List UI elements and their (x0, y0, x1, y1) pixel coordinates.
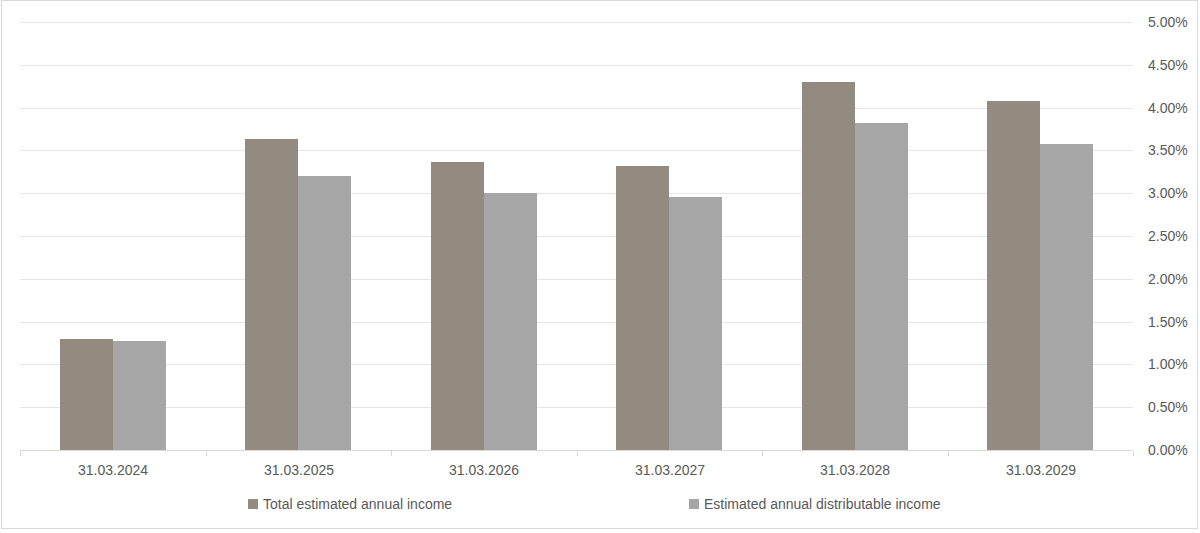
gridline (20, 65, 1133, 66)
y-axis-label: 3.00% (1148, 184, 1188, 202)
bar (1040, 144, 1093, 450)
y-axis-label: 3.50% (1148, 141, 1188, 159)
chart-page: { "chart_data": { "type": "bar", "title"… (0, 0, 1200, 533)
bar (802, 82, 855, 450)
y-axis-label: 5.00% (1148, 13, 1188, 31)
legend-label-distributable-income: Estimated annual distributable income (704, 496, 941, 512)
bar (855, 123, 908, 450)
legend-item-total-income: Total estimated annual income (248, 495, 452, 513)
gridline (20, 364, 1133, 365)
x-axis-label: 31.03.2025 (206, 461, 392, 479)
gridline (20, 236, 1133, 237)
bar (298, 176, 351, 450)
x-axis-tick (948, 451, 949, 456)
bar (60, 339, 113, 450)
y-axis-label: 0.00% (1148, 441, 1188, 459)
legend-swatch-distributable-income (689, 499, 699, 509)
y-axis-label: 2.50% (1148, 227, 1188, 245)
x-axis-label: 31.03.2027 (577, 461, 763, 479)
legend-swatch-total-income (248, 499, 258, 509)
x-axis-tick (391, 451, 392, 456)
legend-label-total-income: Total estimated annual income (263, 496, 452, 512)
gridline (20, 193, 1133, 194)
x-axis-label: 31.03.2024 (20, 461, 206, 479)
gridline (20, 22, 1133, 23)
bar (987, 101, 1040, 450)
gridline (20, 150, 1133, 151)
gridline (20, 407, 1133, 408)
x-axis-tick (762, 451, 763, 456)
bar (245, 139, 298, 450)
y-axis-label: 0.50% (1148, 398, 1188, 416)
bar (484, 193, 537, 450)
x-axis-tick (20, 451, 21, 456)
legend-item-distributable-income: Estimated annual distributable income (689, 495, 941, 513)
x-axis-label: 31.03.2028 (762, 461, 948, 479)
bar (616, 166, 669, 450)
y-axis-label: 4.50% (1148, 56, 1188, 74)
gridline (20, 322, 1133, 323)
x-axis-label: 31.03.2029 (948, 461, 1134, 479)
x-axis-tick (577, 451, 578, 456)
x-axis-tick (1133, 451, 1134, 456)
bar (113, 341, 166, 450)
x-axis-label: 31.03.2026 (391, 461, 577, 479)
y-axis-label: 4.00% (1148, 99, 1188, 117)
x-axis-tick (206, 451, 207, 456)
y-axis-label: 1.50% (1148, 313, 1188, 331)
gridline (20, 279, 1133, 280)
bar (431, 162, 484, 450)
gridline (20, 108, 1133, 109)
y-axis-label: 1.00% (1148, 355, 1188, 373)
y-axis-label: 2.00% (1148, 270, 1188, 288)
bar (669, 197, 722, 450)
